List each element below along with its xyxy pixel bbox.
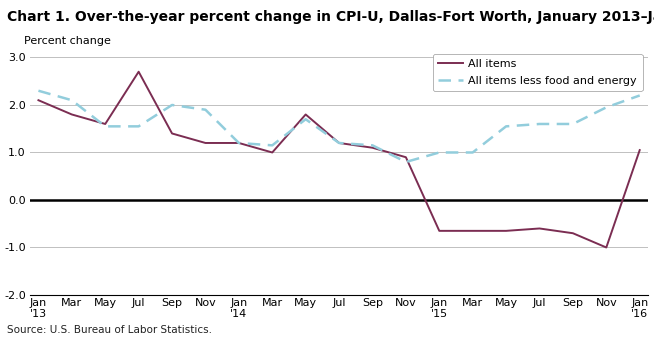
All items: [201, 141, 209, 145]
All items: [569, 231, 577, 235]
All items: [636, 148, 644, 152]
All items: [369, 146, 377, 150]
All items: [35, 98, 43, 102]
All items: [402, 155, 410, 159]
All items less food and energy: [268, 143, 276, 147]
All items less food and energy: [369, 143, 377, 147]
Text: Source: U.S. Bureau of Labor Statistics.: Source: U.S. Bureau of Labor Statistics.: [7, 325, 211, 335]
All items less food and energy: [201, 108, 209, 112]
All items: [602, 245, 610, 249]
All items less food and energy: [402, 160, 410, 164]
All items less food and energy: [235, 141, 243, 145]
All items: [235, 141, 243, 145]
All items: [436, 229, 443, 233]
All items less food and energy: [101, 124, 109, 128]
All items less food and energy: [469, 150, 477, 154]
All items: [335, 141, 343, 145]
Line: All items: All items: [39, 72, 640, 247]
All items: [68, 113, 76, 117]
All items: [268, 150, 276, 154]
All items: [135, 70, 143, 74]
All items less food and energy: [436, 150, 443, 154]
All items: [502, 229, 510, 233]
All items less food and energy: [602, 105, 610, 110]
All items less food and energy: [168, 103, 176, 107]
Legend: All items, All items less food and energy: All items, All items less food and energ…: [433, 54, 642, 91]
Text: Percent change: Percent change: [24, 36, 111, 46]
All items less food and energy: [502, 124, 510, 128]
All items less food and energy: [636, 93, 644, 97]
All items: [301, 113, 309, 117]
All items: [101, 122, 109, 126]
All items less food and energy: [335, 141, 343, 145]
Text: Chart 1. Over-the-year percent change in CPI-U, Dallas-Fort Worth, January 2013–: Chart 1. Over-the-year percent change in…: [7, 10, 654, 24]
All items less food and energy: [536, 122, 543, 126]
All items less food and energy: [68, 98, 76, 102]
All items less food and energy: [301, 117, 309, 121]
All items: [536, 226, 543, 231]
All items less food and energy: [569, 122, 577, 126]
All items: [469, 229, 477, 233]
All items: [168, 131, 176, 135]
All items less food and energy: [135, 124, 143, 128]
Line: All items less food and energy: All items less food and energy: [39, 91, 640, 162]
All items less food and energy: [35, 89, 43, 93]
